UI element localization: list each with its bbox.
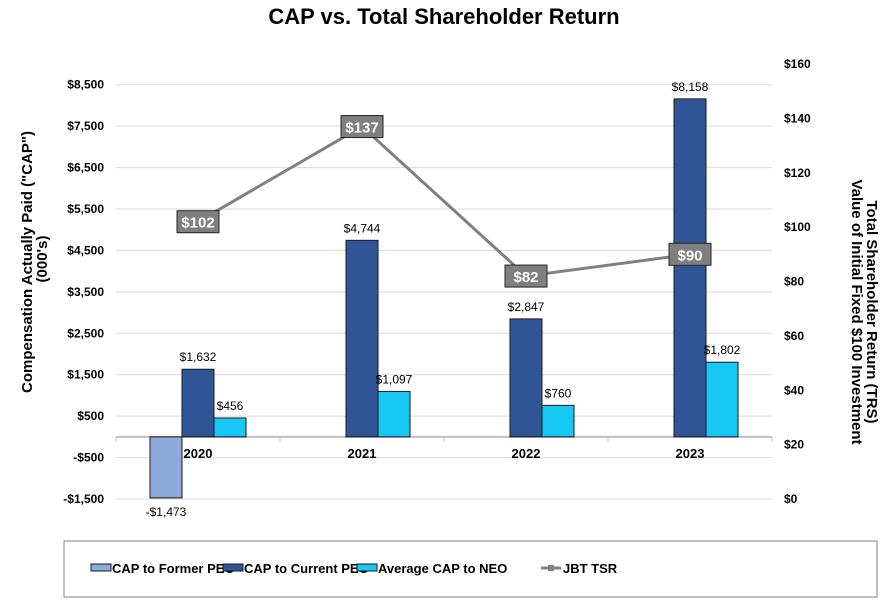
y2-tick-label: $100	[784, 220, 811, 234]
x-tick-label: 2020	[184, 446, 213, 461]
legend-label: Average CAP to NEO	[378, 561, 507, 576]
y2-axis-title: Value of Initial Fixed $100 Investment	[848, 179, 865, 444]
bar-average-cap-to-neo-2022	[541, 404, 575, 438]
x-tick-label: 2021	[348, 446, 377, 461]
x-tick-label: 2023	[676, 446, 705, 461]
chart-title: CAP vs. Total Shareholder Return	[268, 4, 619, 29]
legend-swatch	[90, 563, 112, 572]
bar-cap-to-former-peo-2020	[149, 436, 183, 499]
y-tick-label: $5,500	[67, 202, 104, 216]
tsr-data-label: $82	[513, 269, 538, 286]
y2-tick-label: $20	[784, 438, 804, 452]
bar-cap-to-current-peo-2023	[673, 98, 707, 438]
legend-swatch	[222, 563, 244, 572]
bar-average-cap-to-neo-2020	[213, 417, 247, 438]
y-axis-title: Compensation Actually Paid ("CAP")	[19, 131, 36, 393]
data-label: $1,632	[180, 350, 217, 364]
legend-label: CAP to Current PEO	[244, 561, 369, 576]
legend-marker	[548, 565, 554, 571]
bar-cap-to-current-peo-2020	[181, 368, 215, 438]
y-tick-label: $2,500	[67, 326, 104, 340]
y-tick-label: -$500	[73, 451, 104, 465]
y2-tick-label: $120	[784, 166, 811, 180]
tsr-data-label: $90	[677, 247, 702, 264]
legend-box	[63, 540, 878, 598]
data-label: $4,744	[344, 221, 381, 235]
x-tick-label: 2022	[512, 446, 541, 461]
y2-tick-label: $60	[784, 329, 804, 343]
tsr-data-label: $137	[345, 120, 378, 137]
line-jbt-tsr	[197, 124, 691, 278]
bar-cap-to-current-peo-2021	[345, 239, 379, 438]
data-label: $2,847	[508, 300, 545, 314]
legend-swatch	[356, 563, 378, 572]
y-tick-label: $6,500	[67, 161, 104, 175]
tsr-point-label-box	[504, 264, 548, 288]
data-label: $760	[545, 386, 572, 400]
bar-average-cap-to-neo-2023	[705, 361, 739, 438]
data-label: -$1,473	[146, 505, 187, 519]
y2-axis-title: Total Shareholder Return (TRS)	[863, 200, 880, 423]
legend-label: JBT TSR	[563, 561, 618, 576]
bar-average-cap-to-neo-2021	[377, 390, 411, 438]
data-label: $456	[217, 399, 244, 413]
y2-tick-label: $80	[784, 275, 804, 289]
data-label: $8,158	[672, 80, 709, 94]
y2-tick-label: $40	[784, 383, 804, 397]
y2-tick-label: $160	[784, 57, 811, 71]
tsr-point-label-box	[668, 242, 712, 266]
y-axis-title: (000's)	[34, 236, 51, 283]
y-tick-label: $500	[77, 409, 104, 423]
legend-label: CAP to Former PEO	[112, 561, 235, 576]
tsr-point-label-box	[340, 115, 384, 139]
y2-tick-label: $0	[784, 492, 798, 506]
tsr-point-label-box	[176, 210, 220, 234]
y-tick-label: $8,500	[67, 78, 104, 92]
bar-cap-to-current-peo-2022	[509, 318, 543, 438]
data-label: $1,802	[704, 343, 741, 357]
y-tick-label: $3,500	[67, 285, 104, 299]
y-tick-label: $7,500	[67, 119, 104, 133]
data-label: $1,097	[376, 372, 413, 386]
tsr-data-label: $102	[181, 215, 214, 232]
y-tick-label: -$1,500	[63, 492, 104, 506]
y-tick-label: $4,500	[67, 243, 104, 257]
y2-tick-label: $140	[784, 111, 811, 125]
y-tick-label: $1,500	[67, 368, 104, 382]
